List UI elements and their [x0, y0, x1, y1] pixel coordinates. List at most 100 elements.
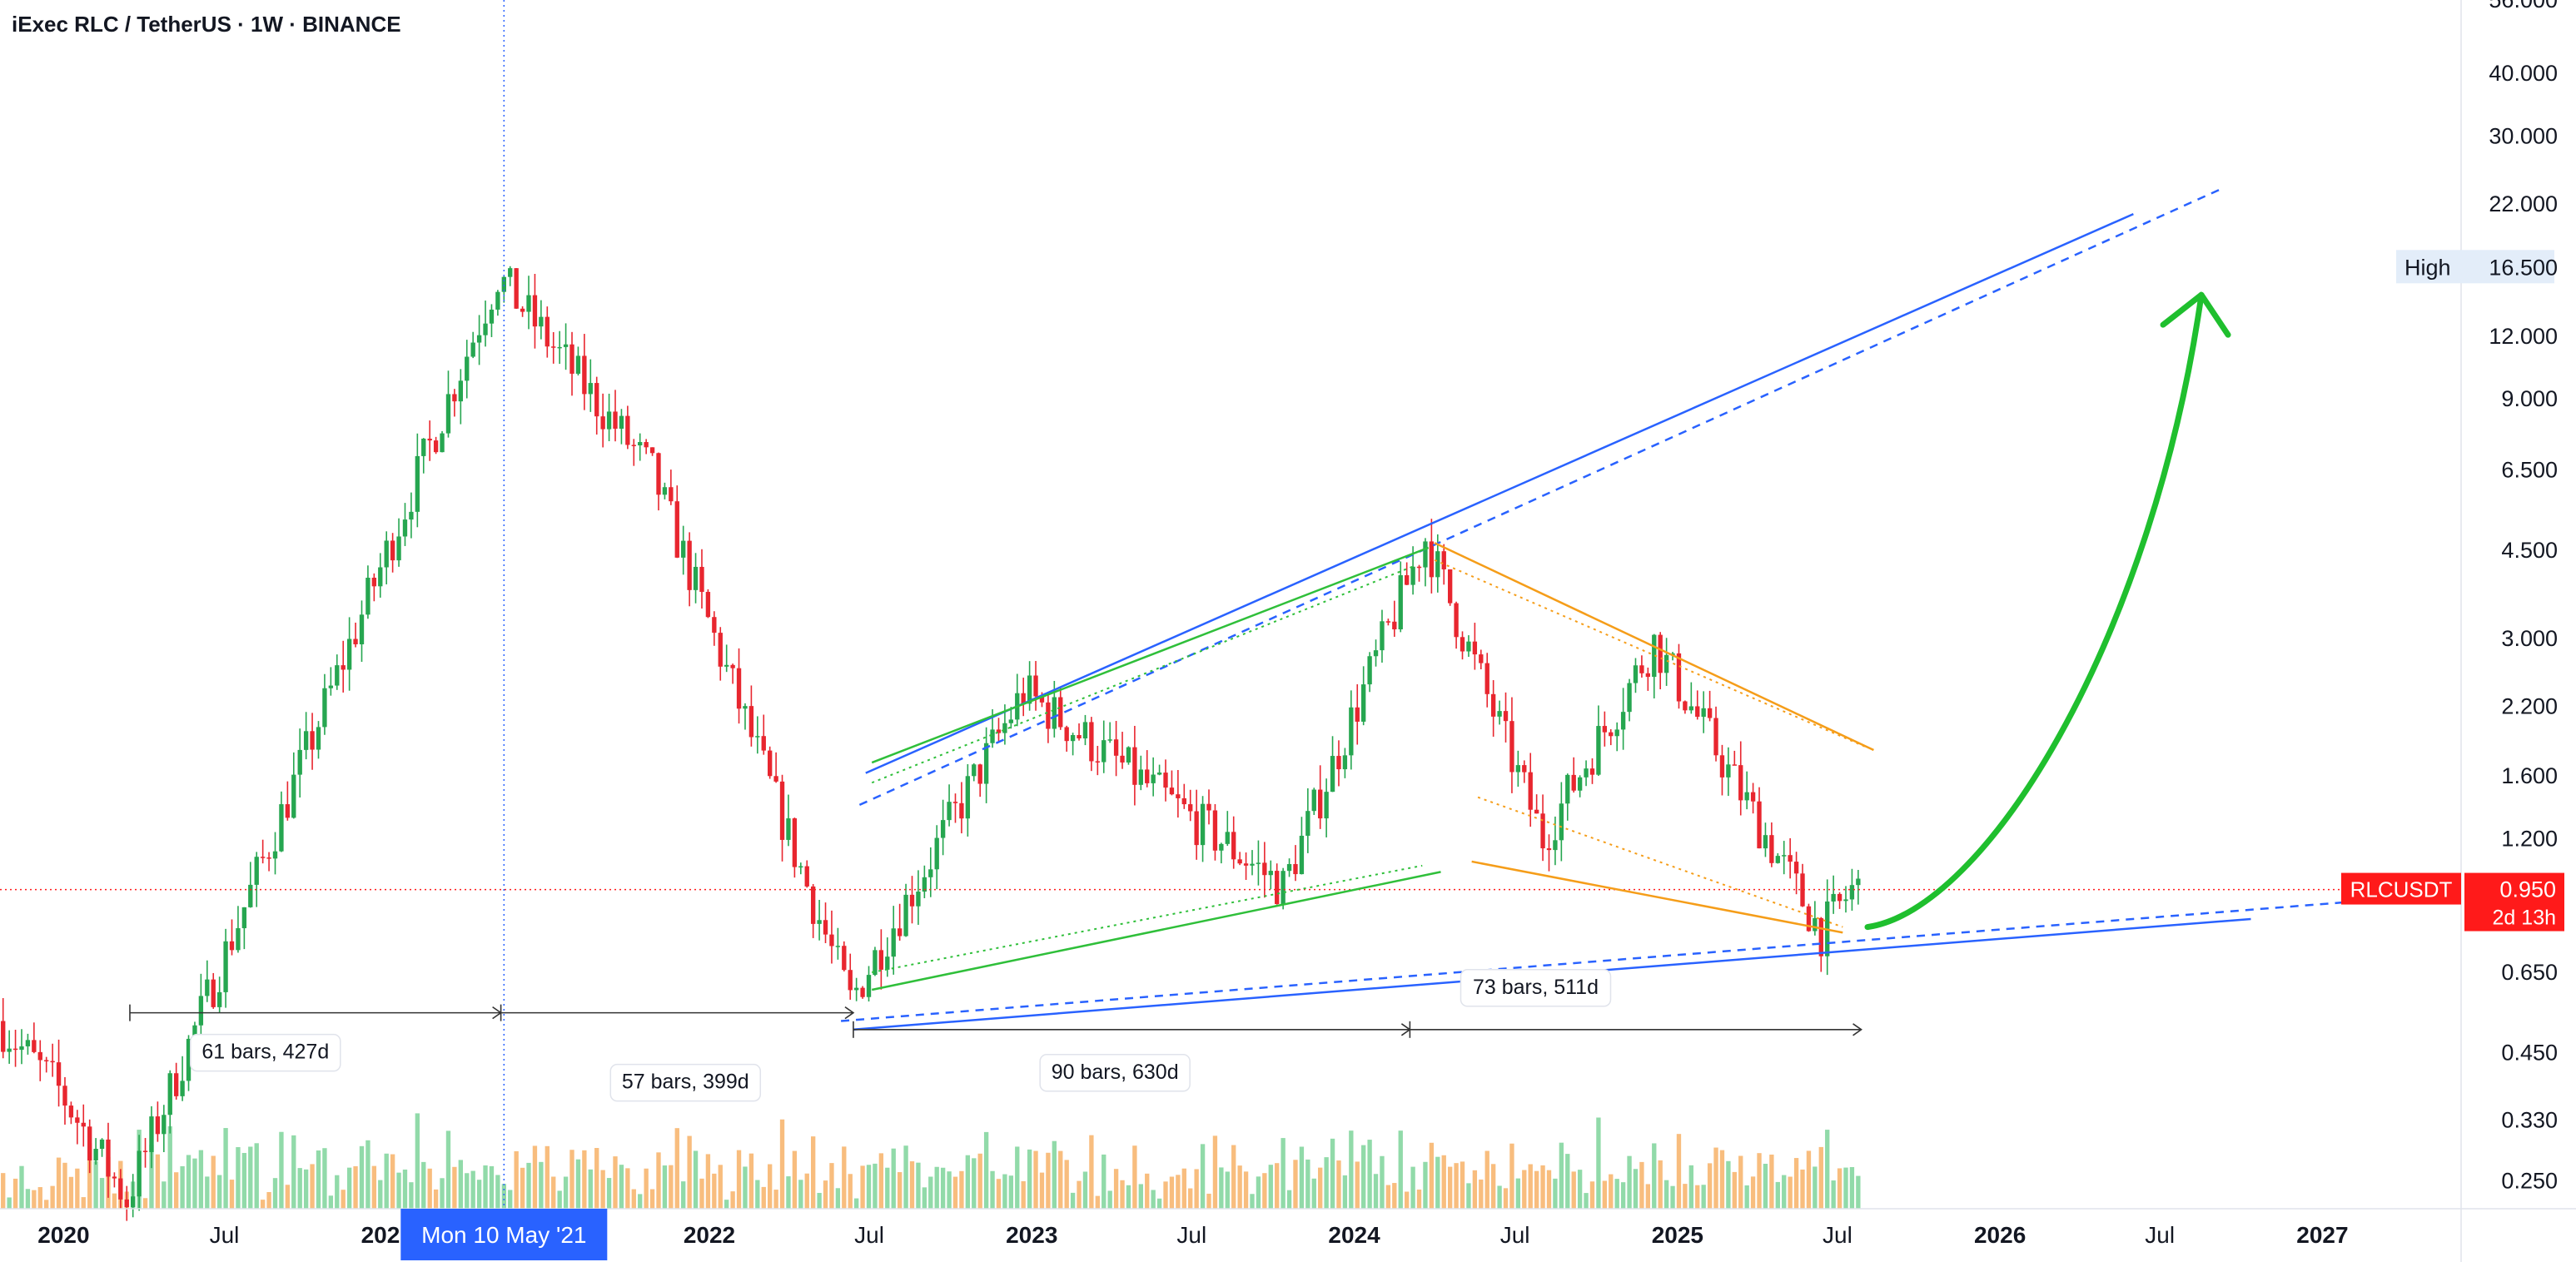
- candle-body: [359, 614, 365, 644]
- volume-bar: [359, 1145, 365, 1209]
- candle-body: [1169, 788, 1175, 795]
- volume-bar: [1707, 1163, 1713, 1209]
- candle-body: [681, 540, 686, 558]
- candle-body: [1849, 885, 1855, 900]
- candle-body: [786, 818, 791, 840]
- candle-body: [1589, 768, 1595, 775]
- volume-bar: [1033, 1150, 1038, 1209]
- volume-bar: [1336, 1160, 1341, 1209]
- candle-body: [860, 987, 865, 997]
- volume-bar: [433, 1189, 439, 1209]
- time-tick-label: 2026: [1974, 1222, 2026, 1248]
- volume-bar: [1113, 1169, 1119, 1209]
- candle-body: [1008, 719, 1014, 723]
- volume-bar: [1410, 1166, 1415, 1209]
- volume-bar: [1683, 1184, 1688, 1209]
- candle-body: [1503, 711, 1509, 722]
- volume-bar: [810, 1136, 816, 1209]
- volume-bar: [1589, 1181, 1595, 1209]
- volume-bar: [1318, 1167, 1323, 1209]
- candle-body: [1484, 663, 1489, 694]
- candle-body: [619, 415, 624, 429]
- volume-bar: [216, 1175, 222, 1209]
- candle-body: [56, 1062, 62, 1086]
- candle-body: [198, 996, 204, 1026]
- candle-body: [526, 295, 531, 312]
- candle-body: [588, 383, 593, 395]
- candle-body: [539, 316, 544, 327]
- volume-bar: [619, 1165, 624, 1209]
- volume-bar: [1070, 1192, 1076, 1209]
- price-axis[interactable]: 56.000 40.000 30.000 22.000 12.000 9.000 6.500…: [2341, 0, 2564, 1262]
- candle-body: [575, 355, 581, 374]
- candles-layer: [1, 266, 1861, 1221]
- volume-bar: [1200, 1144, 1206, 1209]
- volume-bar: [1163, 1181, 1168, 1209]
- candle-body: [712, 617, 717, 633]
- volume-bar: [1639, 1161, 1644, 1209]
- volume-bar: [1454, 1163, 1459, 1209]
- candle-body: [1490, 693, 1496, 717]
- high-badge-bg: [2396, 250, 2554, 284]
- candle-body: [1176, 794, 1181, 798]
- measure-label-box: [1460, 969, 1612, 1007]
- candle-body: [1058, 697, 1063, 728]
- volume-bar: [1262, 1173, 1267, 1209]
- volume-bar: [1281, 1138, 1286, 1209]
- orange-channel-upper: [1434, 542, 1874, 752]
- volume-bar: [588, 1169, 593, 1209]
- candle-body: [1404, 574, 1410, 585]
- price-tick-label: 0.250: [2501, 1168, 2558, 1193]
- candle-body: [947, 802, 952, 821]
- candle-body: [848, 970, 853, 991]
- candle-body: [582, 355, 587, 395]
- candle-body: [1793, 862, 1799, 874]
- time-axis[interactable]: 2020 Jul 2021 2022 Jul 2023 Jul 2024 Jul 2025 Jul 2…: [0, 1208, 2576, 1260]
- volume-bar: [211, 1155, 216, 1209]
- volume-bar: [32, 1190, 37, 1209]
- volume-bar: [1058, 1150, 1063, 1209]
- volume-bar: [62, 1162, 67, 1209]
- candle-body: [638, 442, 643, 445]
- volume-bar: [1652, 1143, 1657, 1209]
- volume-bar: [909, 1161, 915, 1209]
- candle-body: [1620, 712, 1626, 730]
- volume-bar: [817, 1193, 822, 1209]
- price-tick-label: 0.330: [2501, 1108, 2558, 1133]
- candle-body: [959, 802, 964, 819]
- candle-body: [1454, 603, 1459, 638]
- candle-body: [1380, 621, 1385, 651]
- volume-bar: [508, 1190, 513, 1209]
- volume-bar: [303, 1169, 309, 1209]
- crosshair-date-badge: [400, 1209, 608, 1260]
- volume-bar: [458, 1160, 463, 1209]
- volume-bar: [1181, 1168, 1186, 1209]
- volume-bar: [1039, 1172, 1045, 1209]
- candle-body: [1695, 706, 1700, 718]
- volume-bar: [718, 1165, 723, 1209]
- volume-bar: [952, 1176, 958, 1209]
- volume-bar: [1522, 1170, 1527, 1209]
- volume-bar: [1107, 1190, 1112, 1209]
- volume-bar: [1156, 1198, 1162, 1209]
- volume-bar: [1490, 1164, 1496, 1209]
- candle-body: [1663, 654, 1669, 673]
- volume-bar: [1726, 1160, 1731, 1209]
- candle-body: [254, 857, 259, 885]
- volume-bar: [25, 1189, 31, 1209]
- volume-bar: [557, 1190, 562, 1209]
- time-tick-label: 2020: [37, 1222, 89, 1248]
- candle-body: [1577, 777, 1583, 791]
- green-channel-lower: [871, 871, 1441, 991]
- time-tick-label: Jul: [1176, 1222, 1206, 1248]
- volume-bar: [1206, 1193, 1211, 1209]
- volume-layer: [1, 1113, 1861, 1209]
- candle-body: [693, 566, 699, 590]
- volume-bar: [1138, 1184, 1143, 1209]
- volume-bar: [279, 1131, 284, 1209]
- candle-body: [322, 688, 327, 728]
- measure-label: 73 bars, 511d: [1473, 976, 1599, 999]
- volume-bar: [1355, 1161, 1360, 1209]
- candle-body: [112, 1176, 117, 1179]
